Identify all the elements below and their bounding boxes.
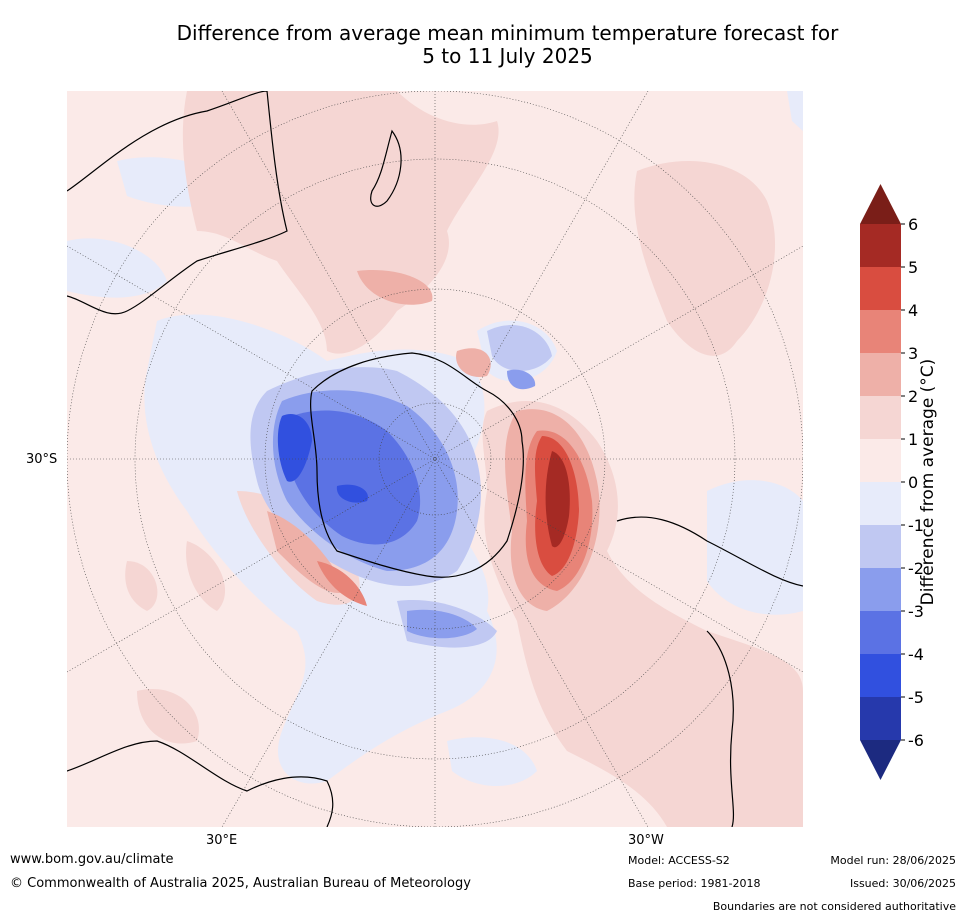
colorbar-tick-label: -4 [908,645,924,664]
new-zealand-coast [370,129,402,207]
colorbar-tick-label: 2 [908,387,918,406]
colorbar-block [860,396,901,439]
colorbar-tick-label: 1 [908,430,918,449]
model-run-text: Model run: 28/06/2025 [830,854,956,867]
issued-text: Issued: 30/06/2025 [849,877,956,890]
colorbar-block [860,224,901,267]
colorbar-block [860,654,901,697]
colorbar-block [860,525,901,568]
colorbar: 6 5 4 3 2 1 0 -1 -2 -3 -4 -5 -6 [860,184,924,780]
chart-title: Difference from average mean minimum tem… [0,22,965,68]
model-text: Model: ACCESS-S2 [628,854,730,867]
colorbar-extend-top [860,184,901,224]
colorbar-tick-label: 6 [908,215,918,234]
colorbar-tick-label: 3 [908,344,918,363]
colorbar-tick-label: -1 [908,516,924,535]
south-america-coast [616,516,803,827]
colorbar-block [860,353,901,396]
copyright-text: © Commonwealth of Australia 2025, Austra… [10,876,471,891]
antarctica-coast [310,352,524,578]
africa-coast [67,740,334,827]
anomaly-plus-5-6 [545,451,570,548]
colorbar-extend-bottom [860,740,901,780]
anomaly-minus-4-5 [277,413,368,503]
colorbar-tick-label: -6 [908,731,924,750]
colorbar-block [860,267,901,310]
title-line-1: Difference from average mean minimum tem… [176,21,839,45]
colorbar-tick-label: -5 [908,688,924,707]
lon-label-30e: 30°E [206,833,238,848]
australia-coast [67,91,288,315]
lon-label-30w: 30°W [628,833,664,848]
colorbar-block [860,611,901,654]
colorbar-tick-label: -3 [908,602,924,621]
colorbar-tick-label: -2 [908,559,924,578]
title-line-2: 5 to 11 July 2025 [422,44,593,68]
polar-map [67,91,803,827]
graticule [67,91,803,827]
colorbar-block [860,568,901,611]
colorbar-tick-label: 0 [908,473,918,492]
website-link[interactable]: www.bom.gov.au/climate [10,852,174,867]
colorbar-block [860,310,901,353]
base-period-text: Base period: 1981-2018 [628,877,761,890]
disclaimer-text: Boundaries are not considered authoritat… [712,900,956,913]
colorbar-block [860,697,901,740]
colorbar-block [860,482,901,525]
colorbar-block [860,439,901,482]
colorbar-tick-label: 4 [908,301,918,320]
lat-label-30s: 30°S [26,452,58,467]
coastlines [67,91,803,827]
colorbar-tick-label: 5 [908,258,918,277]
colorbar-label: Difference from average (°C) [918,358,938,606]
